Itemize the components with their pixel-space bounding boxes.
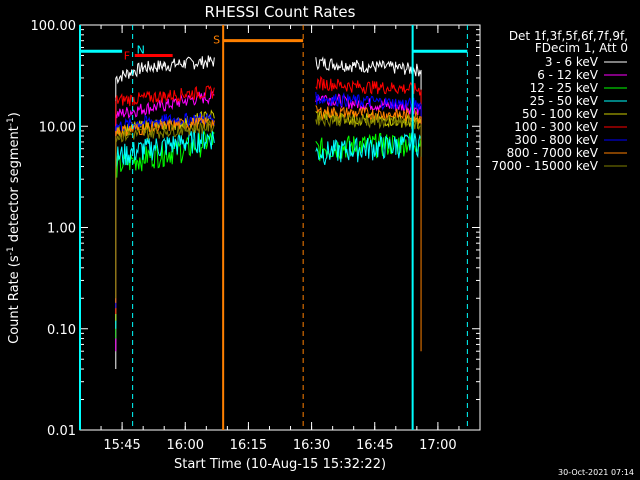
legend-header-1: Det 1f,3f,5f,6f,7f,9f, [509, 29, 628, 43]
legend-label: 3 - 6 keV [545, 55, 599, 69]
y-tick-label: 1.00 [47, 222, 76, 237]
legend-label: 50 - 100 keV [522, 107, 599, 121]
series-line-2 [315, 91, 422, 111]
series-line-1 [115, 85, 215, 107]
legend-label: 12 - 25 keV [530, 81, 599, 95]
x-tick-label: 15:45 [103, 438, 140, 453]
y-axis-label: Count Rate (s-1 detector segment-1) [6, 112, 22, 344]
legend-label: 300 - 800 keV [514, 133, 598, 147]
flare-label: F [124, 49, 130, 62]
series-line-1 [115, 88, 215, 119]
series-3-6keV [115, 55, 422, 370]
night-label: N [137, 43, 145, 56]
y-tick-label: 0.01 [47, 424, 76, 439]
series-7000-15000keV [115, 112, 422, 299]
legend-label: 6 - 12 keV [537, 68, 599, 82]
footer-timestamp: 30-Oct-2021 07:14 [558, 468, 634, 477]
legend-label: 100 - 300 keV [514, 120, 598, 134]
y-label-part2: detector segment [7, 126, 22, 246]
series-800-7000keV [115, 105, 422, 352]
y-label-part3: ) [7, 112, 22, 117]
series-50-100keV [115, 108, 422, 321]
series-100-300keV [115, 75, 422, 314]
plot-area: 0.01 0.10 1.00 10.00 100.00 15:45 16:00 16:15 16… [31, 19, 481, 453]
series-line-1 [115, 55, 215, 85]
series-12-25keV [115, 129, 422, 339]
x-tick-label: 16:00 [167, 438, 204, 453]
series-line-2 [315, 75, 422, 96]
legend-label: 25 - 50 keV [530, 94, 599, 108]
y-label-part1: Count Rate (s [7, 255, 22, 344]
chart-title: RHESSI Count Rates [205, 3, 356, 21]
legend-header-2: FDecim 1, Att 0 [535, 41, 628, 55]
saa-label: S [213, 34, 220, 47]
y-tick-label: 10.00 [39, 120, 76, 135]
y-tick-label: 100.00 [31, 19, 77, 34]
x-tick-label: 16:30 [293, 438, 330, 453]
plot-frame [79, 24, 481, 431]
y-tick-label: 0.10 [47, 323, 76, 338]
x-tick-label: 17:00 [419, 438, 456, 453]
x-tick-label: 16:45 [356, 438, 393, 453]
y-label-sup1: -1 [6, 246, 16, 255]
legend: Det 1f,3f,5f,6f,7f,9f,FDecim 1, Att 03 -… [491, 29, 628, 173]
x-tick-label: 16:15 [230, 438, 267, 453]
x-axis-label: Start Time (10-Aug-15 15:32:22) [174, 457, 386, 472]
series-line-2 [315, 132, 422, 166]
y-label-sup2: -1 [6, 117, 16, 126]
legend-label: 7000 - 15000 keV [491, 159, 598, 173]
series-line-2 [315, 112, 421, 131]
legend-label: 800 - 7000 keV [507, 146, 599, 160]
series-6-12keV [115, 88, 422, 352]
series-line-2 [315, 105, 421, 125]
series-line-2 [315, 56, 422, 77]
